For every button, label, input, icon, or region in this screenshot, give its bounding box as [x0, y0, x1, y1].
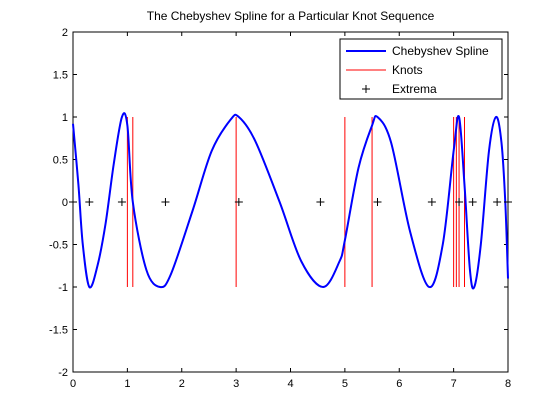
legend-item: Extrema	[362, 82, 437, 96]
x-tick-label: 7	[451, 378, 457, 390]
y-tick-label: 2	[62, 27, 68, 39]
x-tick-label: 5	[342, 378, 348, 390]
x-tick-label: 3	[233, 378, 239, 390]
legend: Chebyshev Spline Knots Extrema	[339, 38, 503, 100]
y-tick-label: -1.5	[49, 325, 68, 337]
extrema-marker	[69, 198, 77, 206]
y-tick-label: 0.5	[53, 155, 68, 167]
x-tick-label: 0	[70, 378, 76, 390]
y-tick-label: 1.5	[53, 70, 68, 82]
extrema-marker	[117, 198, 126, 206]
y-tick-label: 1	[62, 112, 68, 124]
y-tick-label: -1	[58, 282, 68, 294]
y-tick-label: 0	[62, 197, 68, 209]
extrema-marker	[234, 198, 243, 206]
extrema-marker	[373, 198, 382, 206]
legend-item: Chebyshev Spline	[346, 44, 489, 58]
y-tick-label: -0.5	[49, 240, 68, 252]
legend-item: Knots	[346, 63, 423, 77]
chart-title: The Chebyshev Spline for a Particular Kn…	[146, 9, 435, 23]
extrema-marker	[427, 198, 436, 206]
y-tick-label: -2	[58, 367, 68, 379]
spline-curve	[72, 112, 509, 290]
extrema-marker	[161, 198, 170, 206]
x-tick-label: 8	[505, 378, 511, 390]
extrema-marker	[468, 198, 477, 206]
x-tick-label: 1	[124, 378, 130, 390]
legend-label: Extrema	[392, 82, 437, 96]
legend-label: Knots	[392, 63, 423, 77]
extrema-marker	[316, 198, 325, 206]
extrema-marker	[504, 198, 512, 206]
x-tick-label: 4	[287, 378, 293, 390]
x-tick-label: 6	[396, 378, 402, 390]
extrema-marker	[493, 198, 502, 206]
legend-label: Chebyshev Spline	[392, 44, 489, 58]
extrema-marker	[455, 198, 464, 206]
extrema-marker	[85, 198, 94, 206]
x-tick-label: 2	[179, 378, 185, 390]
